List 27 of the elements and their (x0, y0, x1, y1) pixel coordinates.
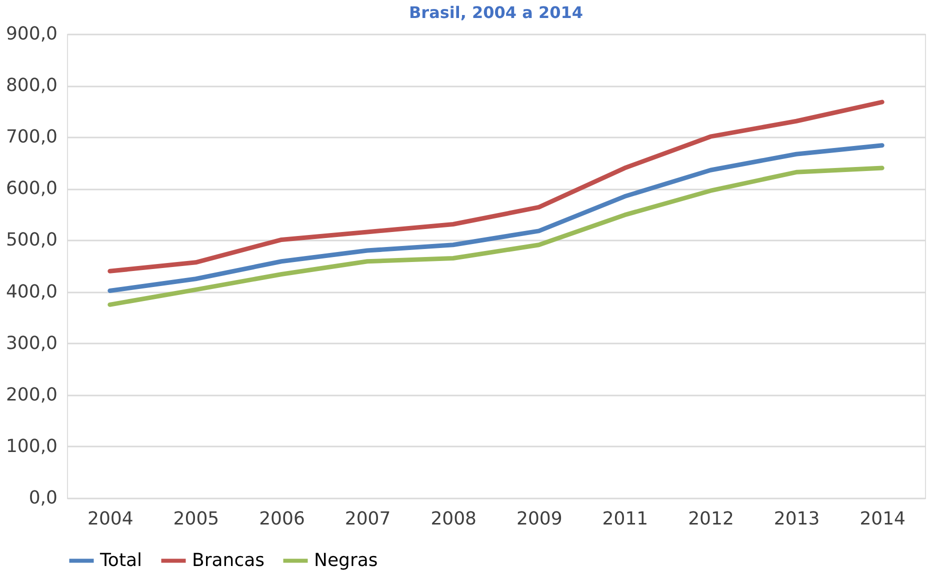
line-series (108, 166, 884, 307)
y-tick-label: 800,0 (6, 75, 58, 96)
x-tick-label: 2008 (430, 508, 477, 530)
x-tick-label: 2005 (173, 508, 220, 530)
y-tick-label: 700,0 (6, 126, 58, 148)
x-tick-label: 2007 (344, 508, 391, 530)
x-tick-label: 2014 (860, 508, 906, 530)
y-tick-label: 200,0 (6, 384, 58, 406)
x-tick-label: 2013 (774, 508, 820, 530)
y-tick-label: 300,0 (6, 332, 58, 354)
legend-label: Total (99, 550, 142, 571)
chart-title: Brasil, 2004 a 2014 (408, 3, 584, 22)
x-tick-label: 2012 (688, 508, 734, 530)
legend-label: Negras (314, 550, 378, 571)
y-tick-label: 400,0 (6, 281, 58, 302)
x-tick-label: 2011 (602, 508, 648, 530)
y-tick-label: 100,0 (6, 436, 58, 457)
y-tick-label: 900,0 (6, 24, 58, 44)
x-tick-label: 2004 (87, 508, 134, 530)
legend-label: Brancas (192, 550, 264, 571)
x-tick-label: 2006 (259, 508, 305, 530)
y-tick-label: 600,0 (6, 178, 58, 200)
line-series (108, 143, 884, 293)
line-series (108, 100, 884, 274)
y-tick-label: 0,0 (28, 488, 58, 508)
x-tick-label: 2009 (516, 508, 562, 530)
y-tick-label: 500,0 (6, 230, 58, 251)
